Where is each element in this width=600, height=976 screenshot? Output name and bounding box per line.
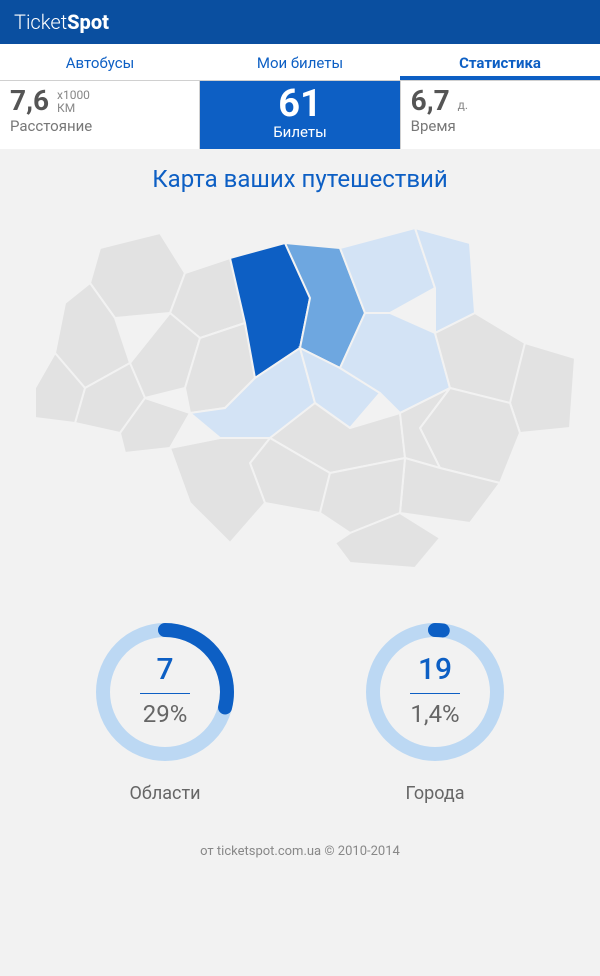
- brand-part1: Ticket: [14, 10, 67, 34]
- footer-text: от ticketspot.com.ua © 2010-2014: [0, 844, 600, 859]
- stat-tickets-value: 61: [278, 85, 322, 123]
- tabs: Автобусы Мои билеты Статистика: [0, 44, 600, 81]
- region-odesa: [170, 438, 270, 543]
- stats-row: 7,6 x1000 КМ Расстояние 61 Билеты 6,7 д.…: [0, 81, 600, 149]
- tab-buses[interactable]: Автобусы: [0, 44, 200, 80]
- tab-stats[interactable]: Статистика: [400, 44, 600, 80]
- stat-time-unit: д.: [458, 87, 468, 112]
- stat-tickets-label: Билеты: [210, 123, 389, 141]
- ring-cities-label: Города: [360, 783, 510, 804]
- ring-cities: 19 1,4% Города: [360, 617, 510, 804]
- stat-distance-label: Расстояние: [10, 117, 189, 135]
- stat-distance-unit: x1000 КМ: [57, 87, 90, 115]
- ring-cities-percent: 1,4%: [385, 700, 485, 728]
- brand-part2: Spot: [67, 10, 109, 34]
- ukraine-map-svg: [20, 203, 580, 573]
- rings-row: 7 29% Области 19 1,4%: [30, 617, 570, 804]
- stat-time[interactable]: 6,7 д. Время: [401, 81, 600, 149]
- stat-distance[interactable]: 7,6 x1000 КМ Расстояние: [0, 81, 200, 149]
- stat-time-label: Время: [411, 117, 590, 135]
- content: Карта ваших путешествий: [0, 165, 600, 859]
- stat-time-value: 6,7: [411, 87, 450, 115]
- ring-regions-value: 7: [115, 652, 215, 687]
- ring-regions-label: Области: [90, 783, 240, 804]
- stat-tickets[interactable]: 61 Билеты: [200, 81, 400, 149]
- ring-regions-svg: 7 29%: [90, 617, 240, 767]
- ring-regions-percent: 29%: [115, 700, 215, 728]
- travel-map: [0, 203, 600, 577]
- app-header: TicketSpot: [0, 0, 600, 44]
- map-title: Карта ваших путешествий: [0, 165, 600, 193]
- ring-cities-value: 19: [385, 652, 485, 687]
- ring-regions: 7 29% Области: [90, 617, 240, 804]
- tab-my-tickets[interactable]: Мои билеты: [200, 44, 400, 80]
- stat-distance-value: 7,6: [10, 87, 49, 115]
- ring-cities-svg: 19 1,4%: [360, 617, 510, 767]
